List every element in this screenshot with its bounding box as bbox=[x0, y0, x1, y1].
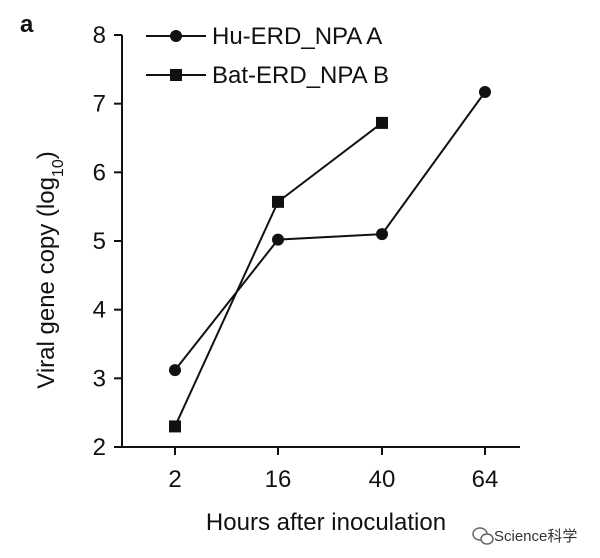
legend-label: Hu-ERD_NPA A bbox=[212, 23, 382, 50]
y-tick-label: 4 bbox=[93, 297, 106, 324]
series-line bbox=[174, 122, 383, 427]
legend-swatch-marker bbox=[170, 69, 182, 81]
legend: Hu-ERD_NPA A Bat-ERD_NPA B bbox=[146, 23, 389, 89]
series-line bbox=[174, 91, 486, 371]
panel-label: a bbox=[20, 11, 34, 38]
y-axis-title-main: Viral gene copy (log bbox=[33, 177, 60, 389]
watermark: Science科学 bbox=[472, 527, 577, 545]
axes bbox=[121, 35, 520, 448]
y-tick-label: 3 bbox=[93, 365, 106, 392]
x-tick-label: 64 bbox=[472, 466, 499, 493]
y-tick-label: 6 bbox=[93, 159, 106, 186]
legend-item-2: Bat-ERD_NPA B bbox=[146, 62, 389, 89]
y-tick-label: 2 bbox=[93, 434, 106, 461]
data-point bbox=[169, 364, 181, 377]
series-2 bbox=[169, 116, 388, 433]
y-tick-label: 5 bbox=[93, 228, 106, 255]
legend-item-1: Hu-ERD_NPA A bbox=[146, 23, 382, 50]
legend-label: Bat-ERD_NPA B bbox=[212, 62, 389, 89]
data-point bbox=[479, 85, 491, 98]
x-axis-title: Hours after inoculation bbox=[206, 509, 446, 536]
data-point bbox=[376, 228, 388, 241]
y-axis-title-close: ) bbox=[33, 151, 60, 159]
x-tick-label: 40 bbox=[369, 466, 396, 493]
data-point bbox=[272, 195, 284, 208]
x-ticks: 2 16 40 64 bbox=[168, 447, 498, 493]
series-layer bbox=[169, 85, 491, 433]
watermark-text: Science科学 bbox=[494, 528, 577, 545]
wechat-icon bbox=[472, 527, 494, 545]
legend-swatch-marker bbox=[170, 30, 182, 42]
y-tick-label: 7 bbox=[93, 91, 106, 118]
y-ticks: 2 3 4 5 6 7 8 bbox=[93, 22, 122, 461]
y-tick-label: 8 bbox=[93, 22, 106, 49]
data-point bbox=[272, 233, 284, 246]
x-tick-label: 2 bbox=[168, 466, 181, 493]
series-1 bbox=[169, 85, 491, 377]
x-tick-label: 16 bbox=[265, 466, 292, 493]
data-point bbox=[376, 116, 388, 129]
y-axis-title: Viral gene copy (log10) bbox=[33, 151, 67, 388]
data-point bbox=[169, 420, 181, 433]
y-axis-title-subscript: 10 bbox=[50, 159, 67, 177]
